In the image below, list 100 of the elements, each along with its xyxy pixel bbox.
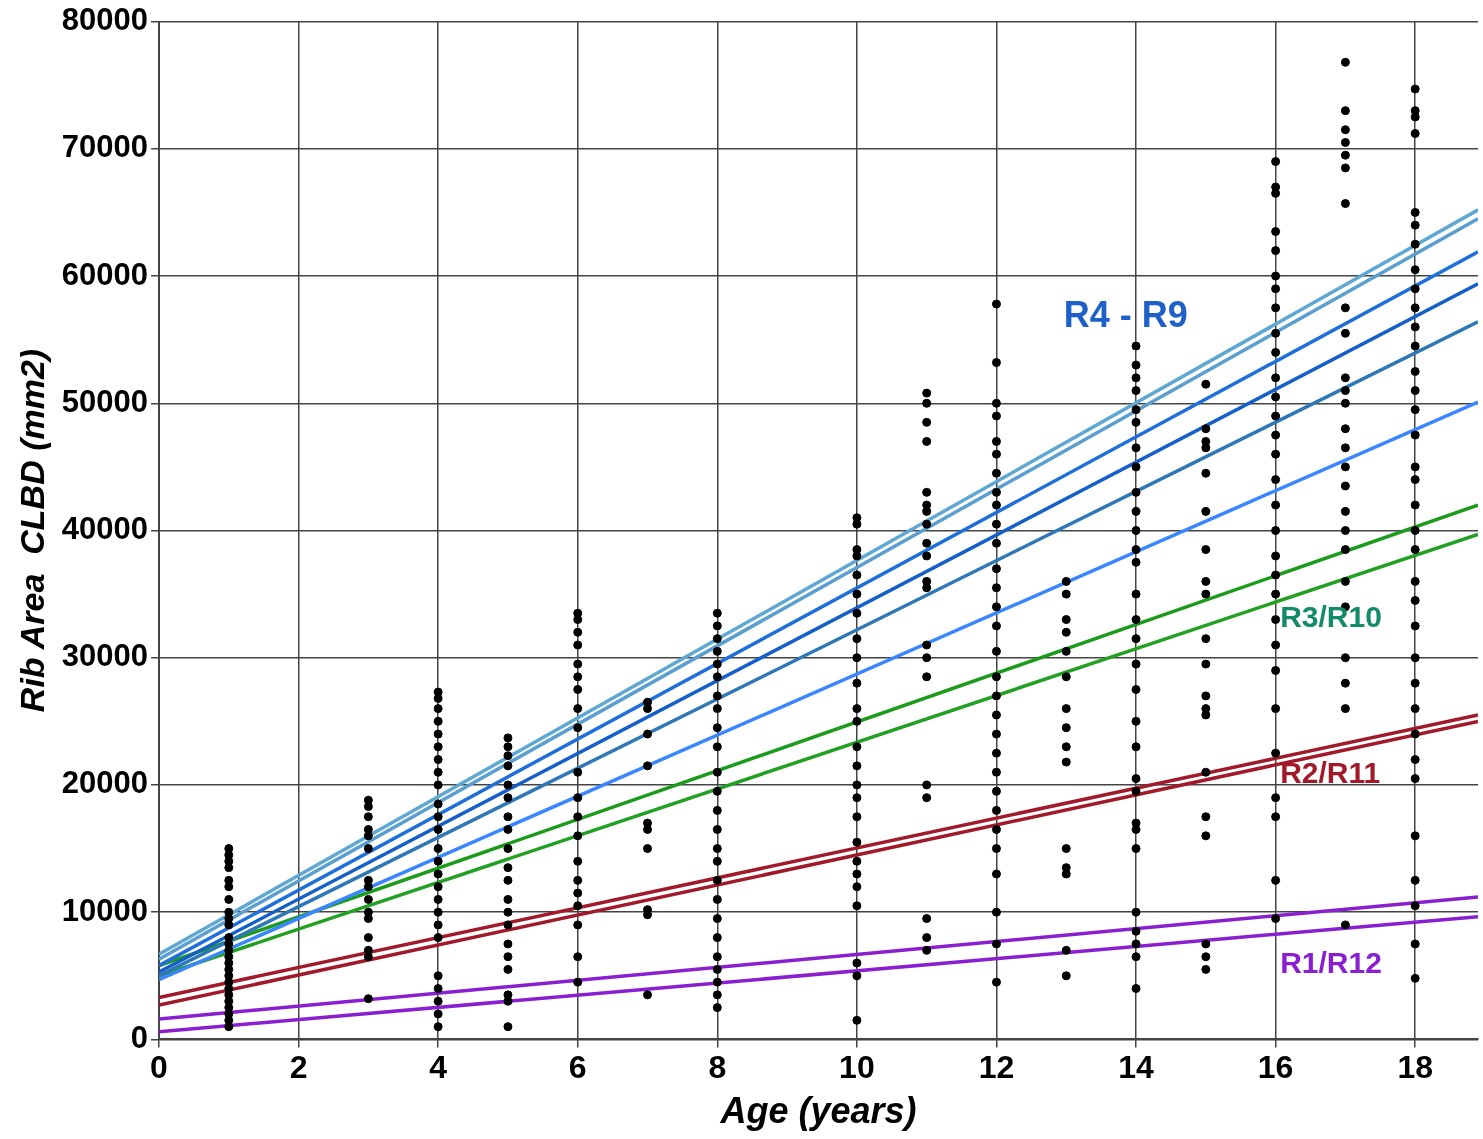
point (1410, 621, 1420, 631)
point (991, 487, 1001, 497)
point (1131, 685, 1141, 695)
point (1340, 506, 1350, 516)
point (1131, 487, 1141, 497)
point (991, 519, 1001, 529)
point (1410, 462, 1420, 472)
point (573, 615, 583, 625)
point (433, 971, 443, 981)
point (573, 812, 583, 822)
point (1271, 704, 1281, 714)
point (573, 875, 583, 885)
point (991, 564, 1001, 574)
x-tick-label: 12 (978, 1049, 1015, 1086)
point (1271, 551, 1281, 561)
point (224, 882, 234, 892)
point (433, 742, 443, 752)
point (922, 793, 932, 803)
point (1271, 500, 1281, 510)
point (1410, 112, 1420, 122)
point (1271, 449, 1281, 459)
x-tick-label: 16 (1257, 1049, 1294, 1086)
point (712, 1003, 722, 1013)
point (1061, 971, 1071, 981)
point (852, 608, 862, 618)
point (1131, 907, 1141, 917)
point (1271, 615, 1281, 625)
point (1410, 129, 1420, 139)
point (1201, 379, 1211, 389)
point (1201, 691, 1211, 701)
point (1340, 526, 1350, 535)
y-tick-label: 70000 (61, 129, 148, 165)
point (922, 538, 932, 548)
point (1340, 373, 1350, 383)
point (1271, 373, 1281, 383)
point (573, 685, 583, 695)
point (1131, 615, 1141, 625)
point (1271, 875, 1281, 885)
point (1131, 742, 1141, 752)
point (573, 672, 583, 682)
point (1061, 589, 1071, 599)
point (712, 691, 722, 701)
point (922, 672, 932, 682)
point (922, 519, 932, 529)
point (1131, 386, 1141, 396)
y-tick-label: 10000 (61, 892, 148, 928)
point (433, 716, 443, 726)
point (991, 411, 1001, 421)
point (1340, 199, 1350, 209)
point (991, 468, 1001, 478)
point (1131, 716, 1141, 726)
point (1340, 576, 1350, 586)
point (1271, 570, 1281, 580)
point (712, 952, 722, 962)
point (363, 882, 373, 892)
point (712, 608, 722, 618)
point (991, 602, 1001, 612)
point (1131, 526, 1141, 535)
point (1061, 576, 1071, 586)
point (1201, 831, 1211, 841)
point (991, 767, 1001, 777)
point (991, 583, 1001, 593)
point (1201, 443, 1211, 453)
y-tick-label: 40000 (61, 511, 148, 547)
point (1131, 926, 1141, 936)
point (1410, 84, 1420, 94)
point (573, 977, 583, 987)
point (1061, 742, 1071, 752)
point (712, 723, 722, 733)
x-tick-label: 6 (568, 1049, 587, 1086)
y-axis-title: Rib Area CLBD (mm2) (12, 348, 51, 713)
point (1201, 634, 1211, 644)
point (433, 812, 443, 822)
point (1271, 284, 1281, 294)
point (363, 894, 373, 904)
point (991, 398, 1001, 408)
point (1201, 939, 1211, 949)
point (1340, 920, 1350, 930)
point (1131, 557, 1141, 567)
point (1271, 914, 1281, 924)
point (1131, 984, 1141, 994)
point (991, 358, 1001, 368)
point (1410, 366, 1420, 376)
point (573, 659, 583, 669)
point (1410, 939, 1420, 949)
point (503, 812, 513, 822)
point (852, 1015, 862, 1025)
point (1131, 462, 1141, 472)
point (712, 742, 722, 752)
point (991, 869, 1001, 879)
point (922, 945, 932, 955)
y-tick-label: 50000 (61, 383, 148, 419)
point (991, 729, 1001, 739)
annotation: R4 - R9 (1063, 293, 1188, 335)
point (433, 996, 443, 1006)
point (573, 723, 583, 733)
x-tick-label: 4 (429, 1049, 448, 1086)
point (1201, 589, 1211, 599)
point (643, 990, 653, 1000)
point (712, 977, 722, 987)
